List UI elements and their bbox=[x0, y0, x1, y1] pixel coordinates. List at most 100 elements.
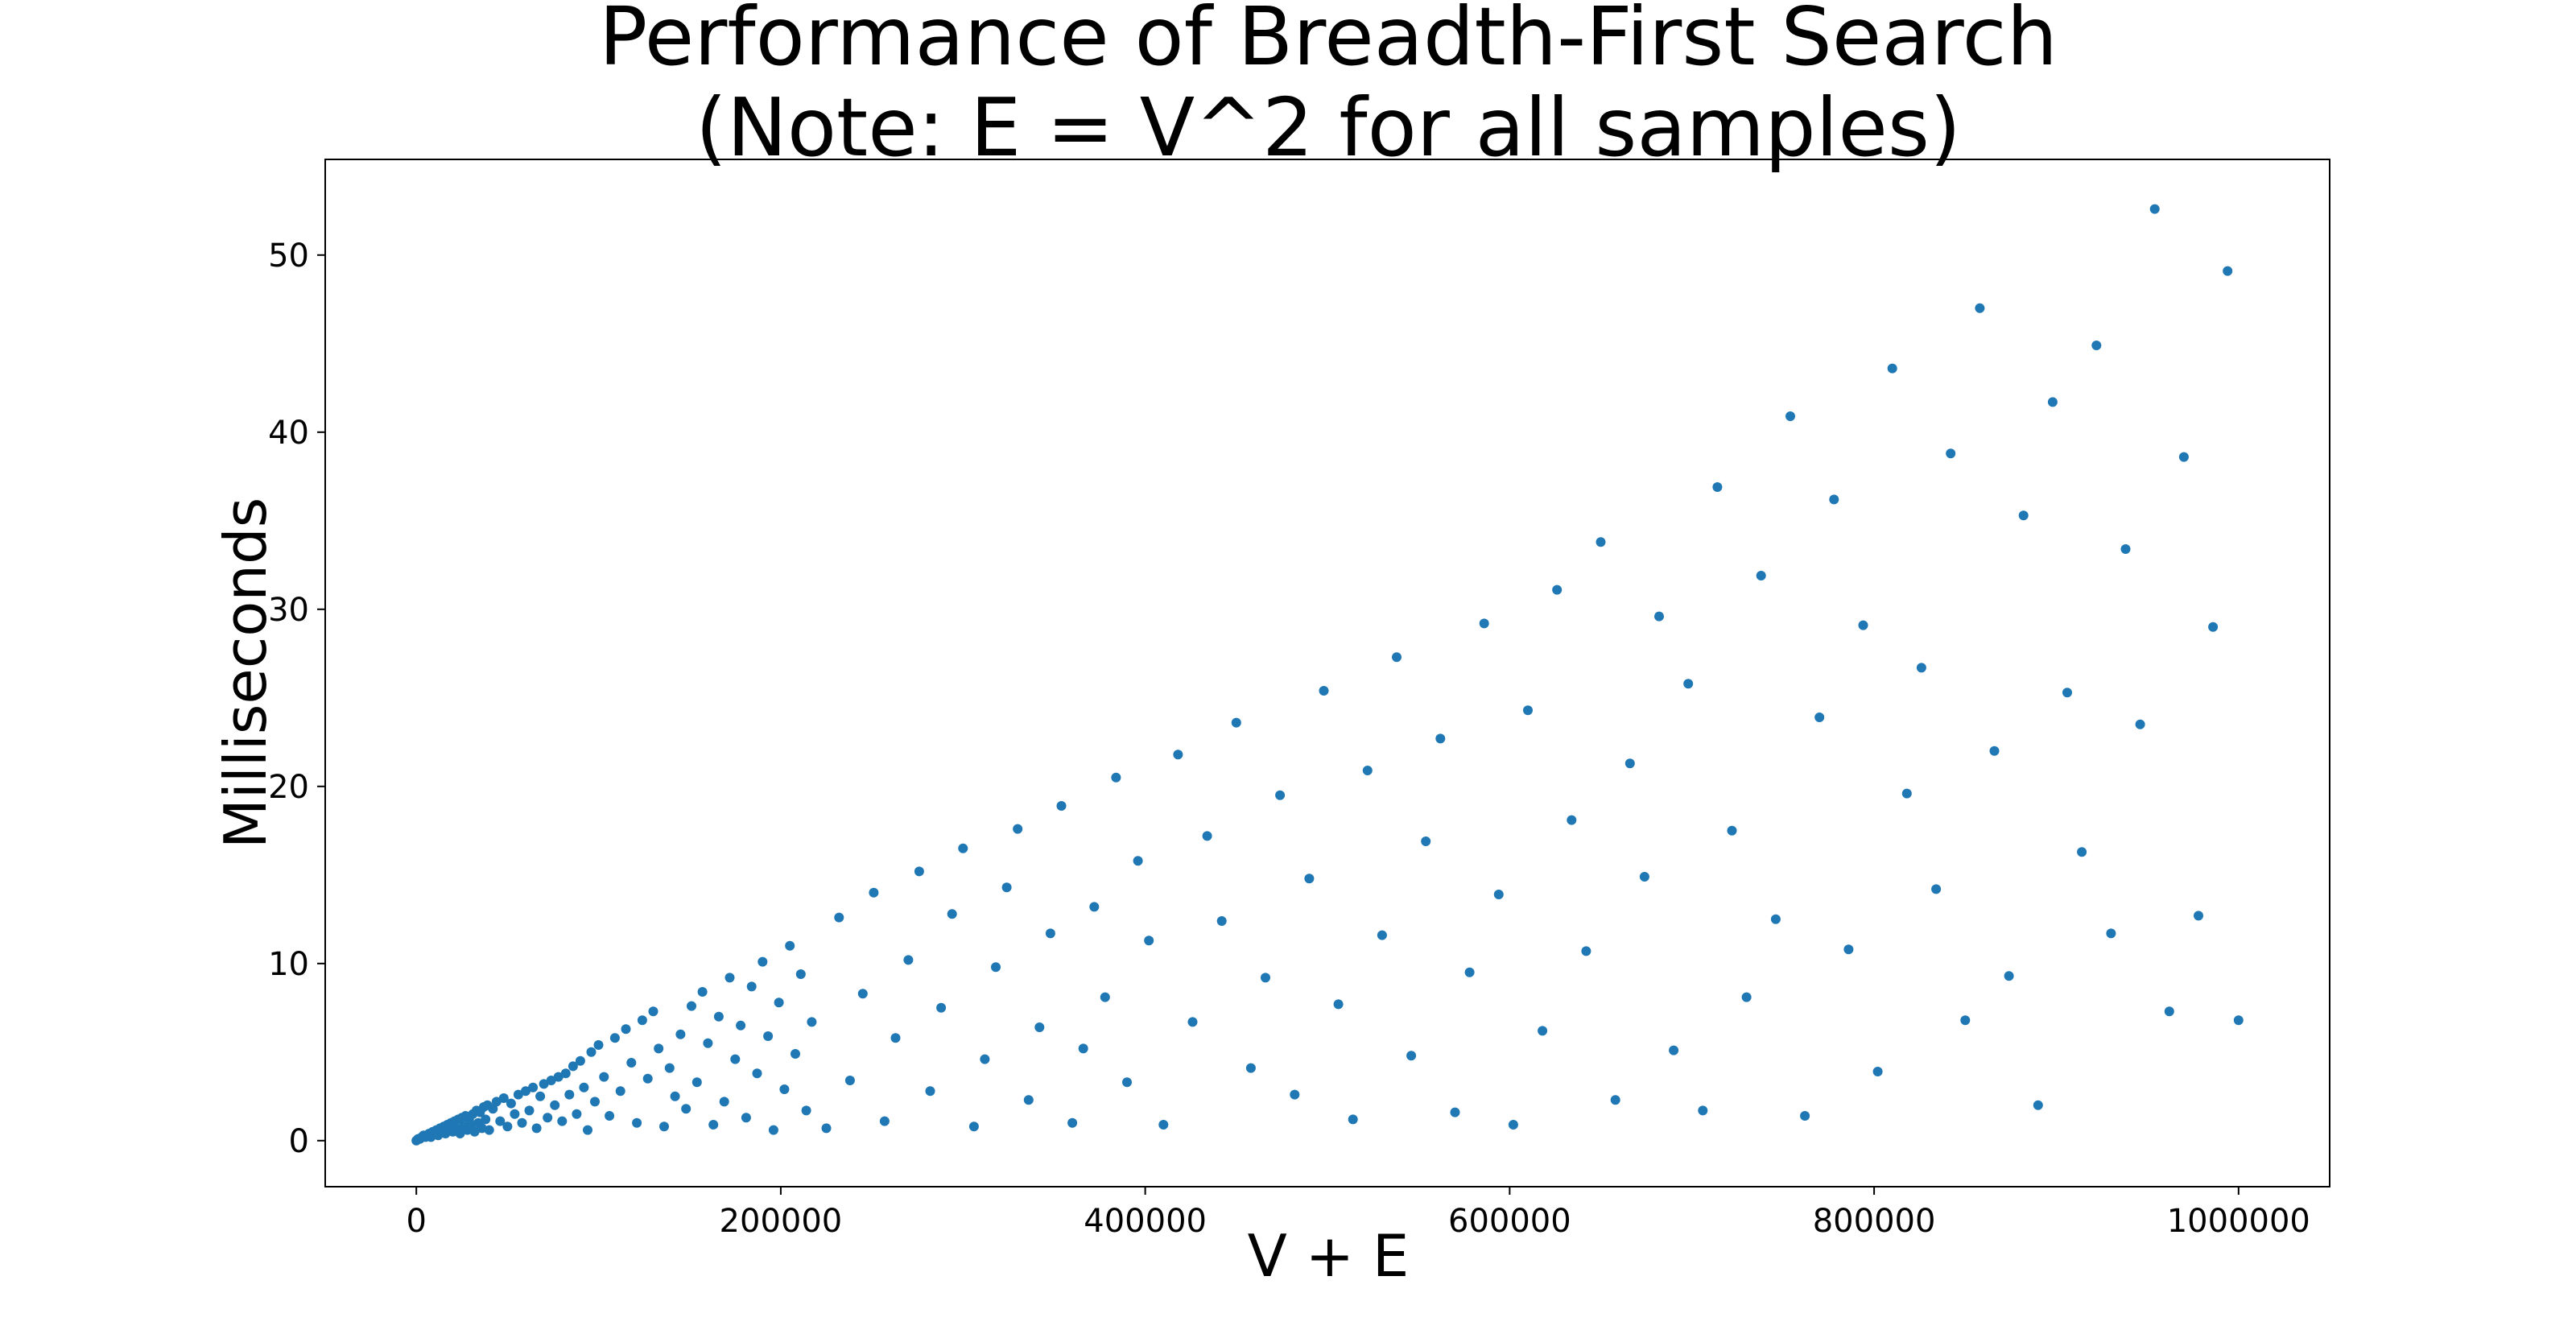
data-point bbox=[697, 987, 708, 997]
data-point bbox=[1800, 1111, 1810, 1121]
data-point bbox=[1581, 946, 1591, 956]
data-point bbox=[1552, 584, 1563, 595]
data-point bbox=[1111, 772, 1121, 783]
data-point bbox=[869, 887, 879, 898]
data-point bbox=[1089, 902, 1100, 912]
data-point bbox=[1931, 884, 1942, 894]
data-point bbox=[746, 981, 757, 992]
data-point bbox=[1001, 882, 1012, 893]
data-point bbox=[2047, 397, 2058, 407]
data-point bbox=[1067, 1117, 1078, 1128]
chart-title-line-1: Performance of Breadth-First Search bbox=[599, 0, 2058, 84]
data-point bbox=[687, 1001, 696, 1011]
data-point bbox=[524, 1105, 535, 1116]
y-tick-label: 0 bbox=[289, 1123, 309, 1160]
data-point bbox=[730, 1054, 741, 1064]
data-point bbox=[2194, 911, 2203, 921]
x-tick-label: 800000 bbox=[1813, 1203, 1936, 1240]
data-point bbox=[879, 1116, 890, 1126]
data-point bbox=[1158, 1120, 1169, 1130]
data-point bbox=[553, 1072, 564, 1082]
data-point bbox=[1275, 790, 1286, 800]
data-point bbox=[477, 1123, 487, 1134]
x-tick-label: 200000 bbox=[720, 1203, 843, 1240]
x-tick-label: 600000 bbox=[1448, 1203, 1571, 1240]
data-point bbox=[1698, 1105, 1708, 1116]
data-point bbox=[724, 973, 735, 983]
data-point bbox=[968, 1121, 979, 1132]
data-point bbox=[1785, 411, 1795, 421]
data-point bbox=[586, 1047, 597, 1057]
data-point bbox=[1756, 571, 1766, 580]
data-point bbox=[1045, 928, 1055, 939]
data-point bbox=[1187, 1017, 1198, 1027]
y-axis-label: Milliseconds bbox=[212, 498, 279, 849]
data-point bbox=[844, 1076, 855, 1085]
data-point bbox=[1901, 788, 1912, 799]
plot-area-frame bbox=[324, 159, 2330, 1188]
data-point bbox=[1023, 1095, 1034, 1105]
data-point bbox=[1078, 1043, 1088, 1054]
data-point bbox=[681, 1104, 691, 1114]
data-point bbox=[1829, 494, 1839, 505]
data-point bbox=[481, 1114, 491, 1125]
data-point bbox=[1654, 611, 1664, 622]
data-point bbox=[1960, 1015, 1971, 1026]
data-point bbox=[1348, 1114, 1358, 1125]
data-point bbox=[1333, 999, 1344, 1010]
data-point bbox=[675, 1029, 686, 1039]
data-point bbox=[632, 1117, 642, 1128]
data-point bbox=[1406, 1051, 1417, 1061]
data-point bbox=[736, 1020, 746, 1031]
data-point bbox=[2164, 1006, 2174, 1017]
data-point bbox=[572, 1109, 582, 1119]
data-point bbox=[719, 1097, 729, 1107]
data-point bbox=[1596, 537, 1606, 547]
data-point bbox=[1421, 836, 1431, 846]
data-point bbox=[621, 1024, 631, 1035]
data-point bbox=[543, 1113, 553, 1123]
data-point bbox=[605, 1111, 615, 1121]
data-point bbox=[1858, 620, 1868, 630]
data-point bbox=[1872, 1067, 1883, 1076]
data-point bbox=[599, 1072, 609, 1082]
data-point bbox=[510, 1109, 520, 1119]
data-point bbox=[484, 1125, 494, 1135]
data-point bbox=[1538, 1026, 1548, 1036]
data-point bbox=[857, 989, 868, 999]
y-tick-label: 40 bbox=[268, 415, 309, 452]
data-point bbox=[1133, 856, 1143, 866]
data-point bbox=[664, 1063, 675, 1073]
data-point bbox=[2018, 510, 2029, 521]
data-point bbox=[1508, 1120, 1518, 1130]
data-point bbox=[609, 1033, 620, 1043]
data-point bbox=[2233, 1015, 2244, 1026]
data-point bbox=[637, 1015, 647, 1026]
data-point bbox=[1013, 824, 1023, 834]
data-point bbox=[1392, 652, 1402, 663]
data-point bbox=[1946, 448, 1956, 459]
data-point bbox=[2223, 266, 2233, 276]
data-point bbox=[1669, 1045, 1679, 1055]
data-point bbox=[936, 1002, 947, 1013]
data-point bbox=[1624, 758, 1635, 769]
x-axis-ticks: 0 200000 400000 600000 800000 1000000 bbox=[406, 1187, 2310, 1240]
data-point bbox=[691, 1077, 702, 1088]
data-point bbox=[1290, 1089, 1300, 1100]
data-point bbox=[1100, 992, 1110, 1002]
data-point bbox=[890, 1033, 901, 1043]
data-point bbox=[821, 1123, 832, 1134]
data-point bbox=[925, 1086, 935, 1097]
data-point bbox=[583, 1125, 592, 1135]
data-point bbox=[1231, 717, 1241, 728]
data-point bbox=[779, 1084, 790, 1094]
data-point bbox=[575, 1055, 585, 1066]
data-point bbox=[1202, 831, 1212, 841]
data-point bbox=[1122, 1077, 1132, 1088]
data-point bbox=[521, 1086, 530, 1097]
data-point bbox=[2033, 1100, 2043, 1110]
y-tick-label: 30 bbox=[268, 592, 309, 629]
data-point bbox=[1245, 1063, 1256, 1073]
x-tick-label: 1000000 bbox=[2167, 1203, 2310, 1240]
data-point bbox=[1741, 992, 1752, 1002]
